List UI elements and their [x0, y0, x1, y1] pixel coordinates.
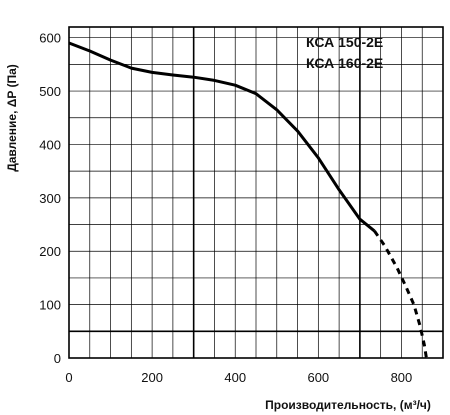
x-tick-label: 800 — [391, 370, 413, 385]
y-tick-label: 600 — [39, 31, 61, 46]
x-tick-label: 400 — [224, 370, 246, 385]
y-tick-label: 300 — [39, 191, 61, 206]
plot-frame — [68, 26, 444, 359]
y-tick-label: 0 — [54, 351, 61, 366]
x-tick-label: 600 — [307, 370, 329, 385]
legend: КСА 150-2E КСА 160-2E — [306, 34, 383, 71]
y-tick-label: 500 — [39, 84, 61, 99]
y-tick-label: 400 — [39, 137, 61, 152]
legend-entry-kca150: КСА 150-2E — [306, 34, 383, 50]
x-tick-labels: 0 200 400 600 800 — [65, 370, 412, 385]
x-axis-label: Производительность, (м³/ч) — [265, 398, 431, 412]
curves — [68, 41, 428, 359]
y-tick-labels: 0 100 200 300 400 500 600 — [39, 31, 61, 366]
legend-entry-kca160: КСА 160-2E — [306, 55, 383, 71]
y-tick-label: 200 — [39, 244, 61, 259]
x-tick-label: 0 — [65, 370, 72, 385]
y-axis-label: Давление, ΔP (Па) — [5, 64, 19, 172]
curve-series-0 — [68, 41, 376, 233]
x-tick-label: 200 — [141, 370, 163, 385]
y-tick-label: 100 — [39, 298, 61, 313]
curve-series-1 — [373, 230, 428, 359]
grid — [69, 27, 443, 358]
